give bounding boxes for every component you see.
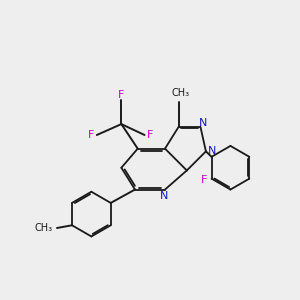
Text: CH₃: CH₃	[35, 223, 53, 233]
Text: F: F	[147, 130, 154, 140]
Text: CH₃: CH₃	[172, 88, 190, 98]
Text: F: F	[201, 175, 207, 185]
Text: F: F	[118, 90, 124, 100]
Text: N: N	[160, 190, 169, 200]
Text: F: F	[88, 130, 94, 140]
Text: N: N	[199, 118, 207, 128]
Text: N: N	[208, 146, 216, 156]
